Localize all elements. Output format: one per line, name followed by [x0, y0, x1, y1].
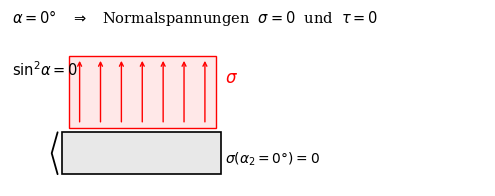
Bar — [61, 132, 221, 174]
Text: $\sigma$: $\sigma$ — [226, 70, 239, 87]
Bar — [69, 56, 216, 128]
Text: $\sigma(\alpha_2 = 0°) = 0$: $\sigma(\alpha_2 = 0°) = 0$ — [226, 150, 320, 168]
Text: $\alpha = 0°$   $\Rightarrow$   Normalspannungen  $\sigma = 0$  und  $\tau = 0$: $\alpha = 0°$ $\Rightarrow$ Normalspannu… — [11, 8, 378, 28]
Text: $\sin^2\!\alpha = 0$: $\sin^2\!\alpha = 0$ — [11, 60, 78, 79]
